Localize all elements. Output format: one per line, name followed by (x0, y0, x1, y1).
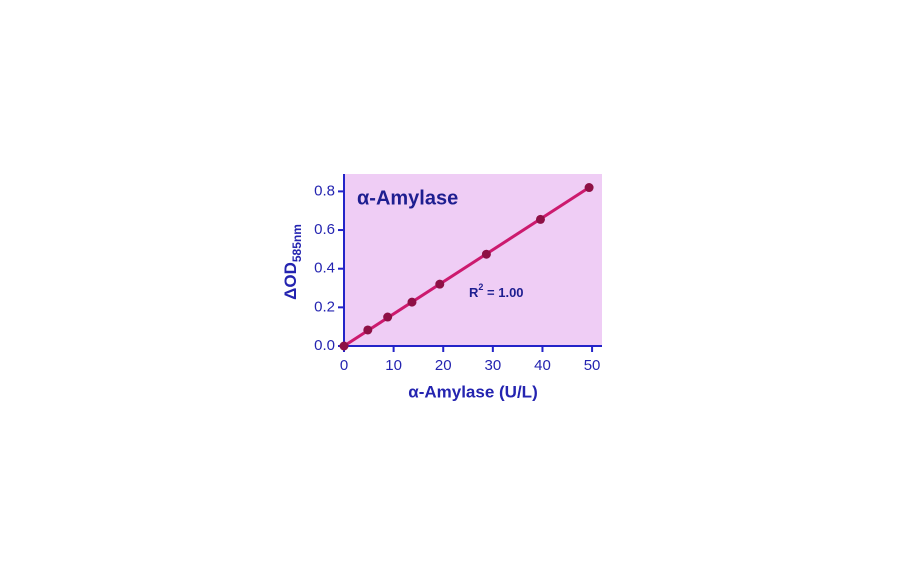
y-tick-label: 0.0 (314, 337, 335, 354)
y-tick-label: 0.8 (314, 182, 335, 199)
x-tick-label: 30 (485, 357, 502, 374)
data-point (482, 250, 491, 259)
annotation-rest: = 1.00 (483, 285, 523, 300)
x-tick-label: 20 (435, 357, 452, 374)
x-tick-label: 10 (385, 357, 402, 374)
y-tick-label: 0.2 (314, 298, 335, 315)
data-point (435, 280, 444, 289)
chart-title: α-Amylase (357, 187, 458, 209)
y-tick-label: 0.6 (314, 221, 335, 238)
annotation: R2 = 1.00 (469, 282, 524, 300)
data-point (340, 342, 349, 351)
y-axis-label-main: ΔOD (281, 262, 300, 300)
x-axis-label: α-Amylase (U/L) (408, 382, 537, 401)
x-tick-label: 0 (340, 357, 348, 374)
y-tick-label: 0.4 (314, 260, 335, 277)
data-point (536, 215, 545, 224)
data-point (363, 325, 372, 334)
x-tick-label: 50 (584, 357, 601, 374)
x-tick-label: 40 (534, 357, 551, 374)
data-point (383, 313, 392, 322)
y-axis-label-sub: 585nm (290, 224, 304, 262)
data-point (407, 298, 416, 307)
data-point (585, 183, 594, 192)
y-axis-label: ΔOD585nm (281, 224, 304, 300)
